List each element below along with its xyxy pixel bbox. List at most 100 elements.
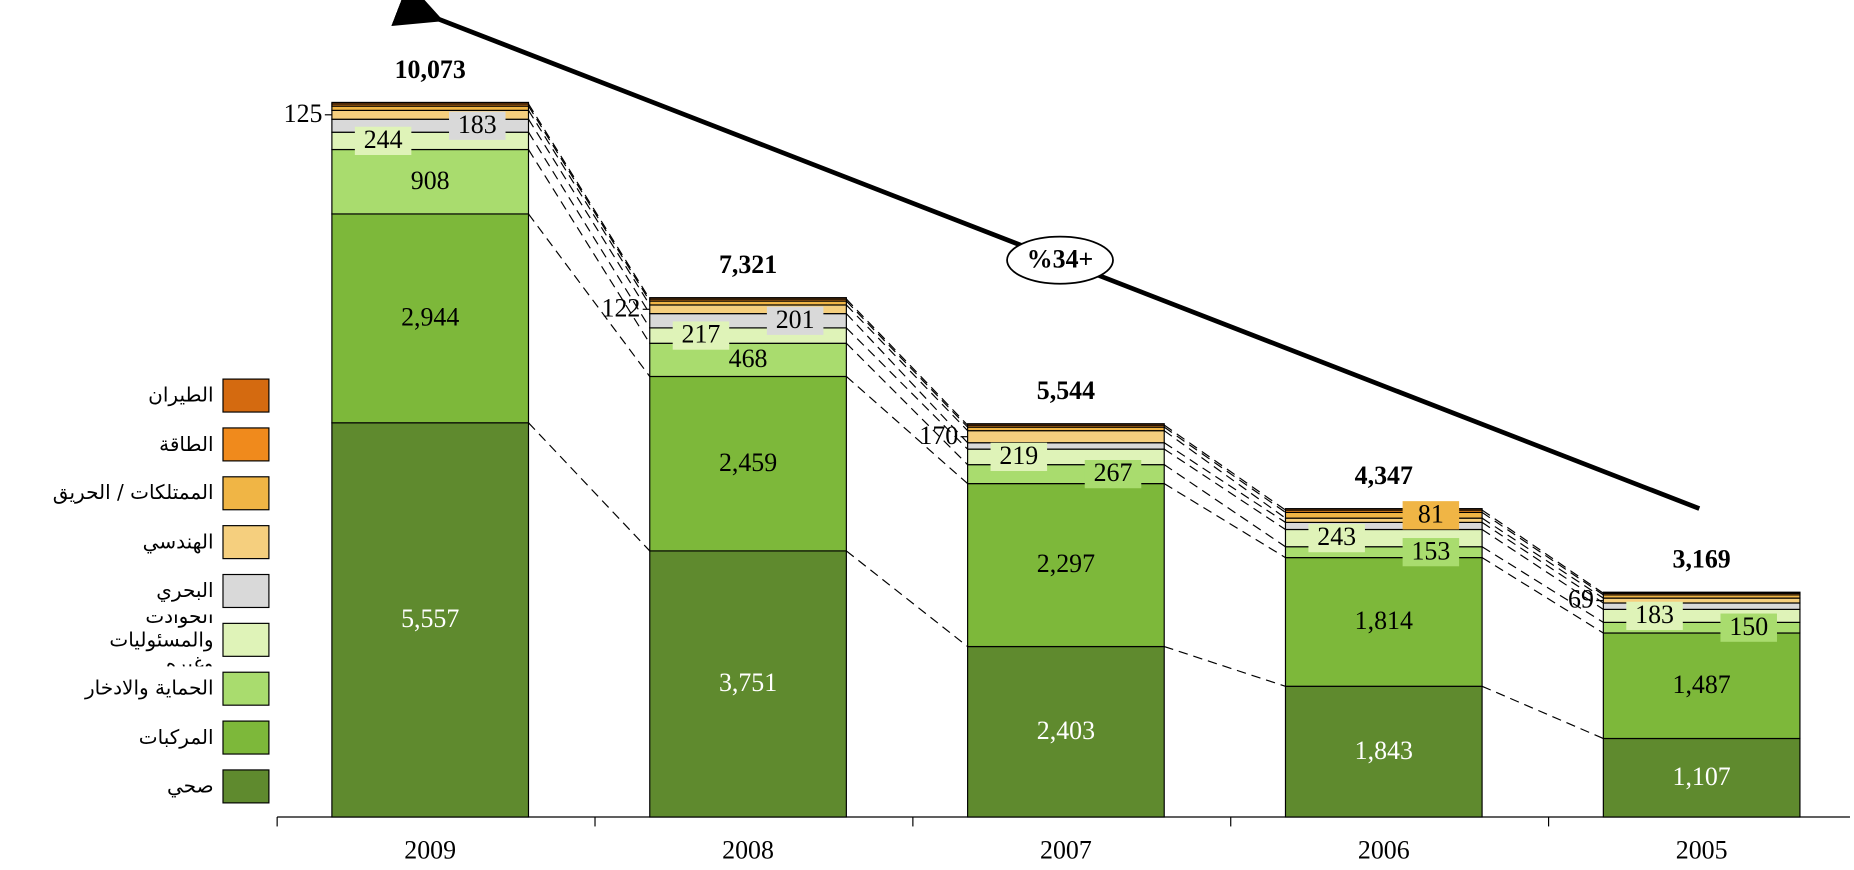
label-box: [1084, 459, 1142, 489]
connector: [845, 300, 969, 428]
connector: [527, 131, 651, 329]
connector: [845, 298, 969, 426]
bar-segment: [967, 430, 1165, 444]
value-label: 3,751: [719, 668, 777, 697]
total-label: 7,321: [719, 250, 777, 279]
value-label: 1,843: [1355, 736, 1413, 765]
connector: [1163, 483, 1286, 559]
value-label: 217: [682, 320, 721, 349]
x-tick-label: 2006: [1358, 835, 1410, 864]
value-label: 125: [284, 99, 323, 128]
label-box: [990, 442, 1048, 472]
label-box: [766, 306, 824, 335]
connector: [528, 213, 651, 377]
bar-segment: [1284, 556, 1483, 687]
connector: [1163, 424, 1286, 511]
annotation-bubble: [1006, 235, 1114, 285]
value-label: 468: [729, 344, 768, 373]
label-box: [1626, 601, 1683, 630]
legend-swatch: [222, 427, 270, 462]
legend-item: المركبات: [138, 725, 214, 750]
label-box: [1402, 538, 1460, 567]
connector: [527, 118, 651, 314]
value-label: 122: [602, 293, 641, 322]
connector: [1163, 426, 1286, 513]
connector: [527, 149, 651, 344]
legend-item: صحي: [167, 775, 214, 799]
connector: [528, 422, 651, 552]
value-label: 267: [1094, 458, 1133, 487]
connector: [1481, 511, 1604, 596]
value-label: 153: [1411, 536, 1450, 565]
connector: [1163, 430, 1286, 519]
total-label: 10,073: [395, 55, 466, 84]
value-label: 150: [1729, 612, 1768, 641]
value-label: 2,944: [401, 302, 459, 331]
bar-segment: [1602, 591, 1801, 594]
legend-label: الحوادث والمسئوليات وغيره: [109, 613, 214, 666]
connector: [1481, 509, 1604, 594]
legend-swatch: [222, 378, 270, 413]
legend-swatch: [222, 476, 270, 511]
value-label: 219: [999, 441, 1038, 470]
connector: [845, 550, 968, 648]
bar-segment: [649, 297, 847, 300]
value-label: 183: [1635, 600, 1674, 629]
bar-segment: [967, 483, 1165, 648]
legend-label: الهندسي: [142, 530, 214, 554]
value-label: 1,814: [1355, 606, 1413, 635]
legend-swatch: [222, 525, 270, 560]
legend-swatch: [222, 720, 270, 755]
legend-item: الطاقة: [159, 432, 214, 457]
connector: [1164, 645, 1286, 687]
value-label: 243: [1317, 522, 1356, 551]
bar-segment: [331, 422, 530, 818]
legend-item: الممتلكات / الحريق: [52, 481, 214, 506]
value-label: 2,403: [1037, 716, 1095, 745]
connector: [845, 304, 969, 432]
connector: [1481, 557, 1604, 634]
legend-label: الممتلكات / الحريق: [52, 481, 214, 506]
value-label: 201: [776, 305, 815, 334]
bar-segment: [1602, 632, 1801, 740]
label-box: [1720, 613, 1777, 642]
legend-item: الطيران: [148, 383, 214, 408]
value-label: 5,557: [401, 604, 459, 633]
legend-item: البحري: [156, 579, 214, 603]
value-label: 2,459: [719, 448, 777, 477]
value-label: 1,487: [1673, 670, 1731, 699]
label-box: [1402, 501, 1460, 530]
legend-label: البحري: [156, 579, 214, 603]
connector: [845, 342, 969, 466]
x-tick-label: 2009: [404, 835, 456, 864]
x-tick-label: 2007: [1040, 835, 1092, 864]
connector: [1163, 442, 1286, 523]
bar-segment: [1284, 508, 1483, 511]
connector: [1481, 546, 1604, 623]
total-label: 4,347: [1355, 461, 1413, 490]
value-label: 170: [919, 421, 958, 450]
bar-segment: [1284, 685, 1483, 818]
value-label: 69: [1568, 585, 1594, 614]
connector: [527, 103, 651, 300]
value-label: 1,107: [1673, 762, 1731, 791]
connector: [1163, 448, 1286, 530]
legend-item: الحماية والادخار: [85, 677, 214, 701]
label-box: [1308, 523, 1365, 553]
bar-segment: [331, 105, 530, 111]
connector: [527, 105, 651, 302]
annotation: %34+: [1027, 244, 1094, 273]
bar-segment: [967, 645, 1165, 818]
connector: [1163, 464, 1286, 548]
legend-label: المركبات: [138, 725, 214, 750]
connector: [527, 110, 651, 306]
bar-segment: [1602, 737, 1801, 818]
legend-swatch: [222, 622, 270, 657]
total-label: 3,169: [1673, 545, 1731, 574]
legend-label: الطاقة: [159, 432, 214, 457]
legend-label: الطيران: [148, 383, 214, 408]
total-label: 5,544: [1037, 376, 1095, 405]
label-box: [354, 126, 412, 156]
legend-item: الهندسي: [142, 530, 214, 554]
